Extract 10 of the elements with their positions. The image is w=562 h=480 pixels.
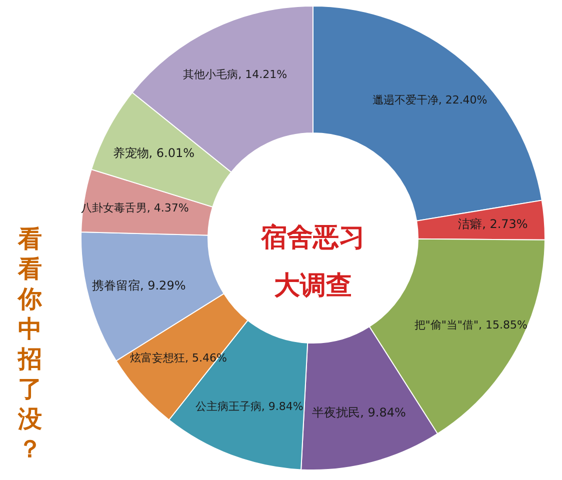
slice-label: 其他小毛病, 14.21% — [183, 68, 288, 82]
slice-label: 把"偷"当"借", 15.85% — [414, 318, 528, 332]
text: 看看你中招了没？ — [17, 225, 43, 463]
slice-label: 半夜扰民, 9.84% — [312, 406, 406, 420]
slice-label: 公主病王子病, 9.84% — [195, 400, 304, 413]
text: 宿舍恶习大调查 — [260, 223, 365, 301]
slice-label: 洁癖, 2.73% — [458, 217, 528, 232]
slice-label: 养宠物, 6.01% — [112, 146, 195, 160]
slice-label: 携眷留宿, 9.29% — [92, 278, 186, 292]
slice-label: 邋遢不爱干净, 22.40% — [372, 93, 488, 106]
